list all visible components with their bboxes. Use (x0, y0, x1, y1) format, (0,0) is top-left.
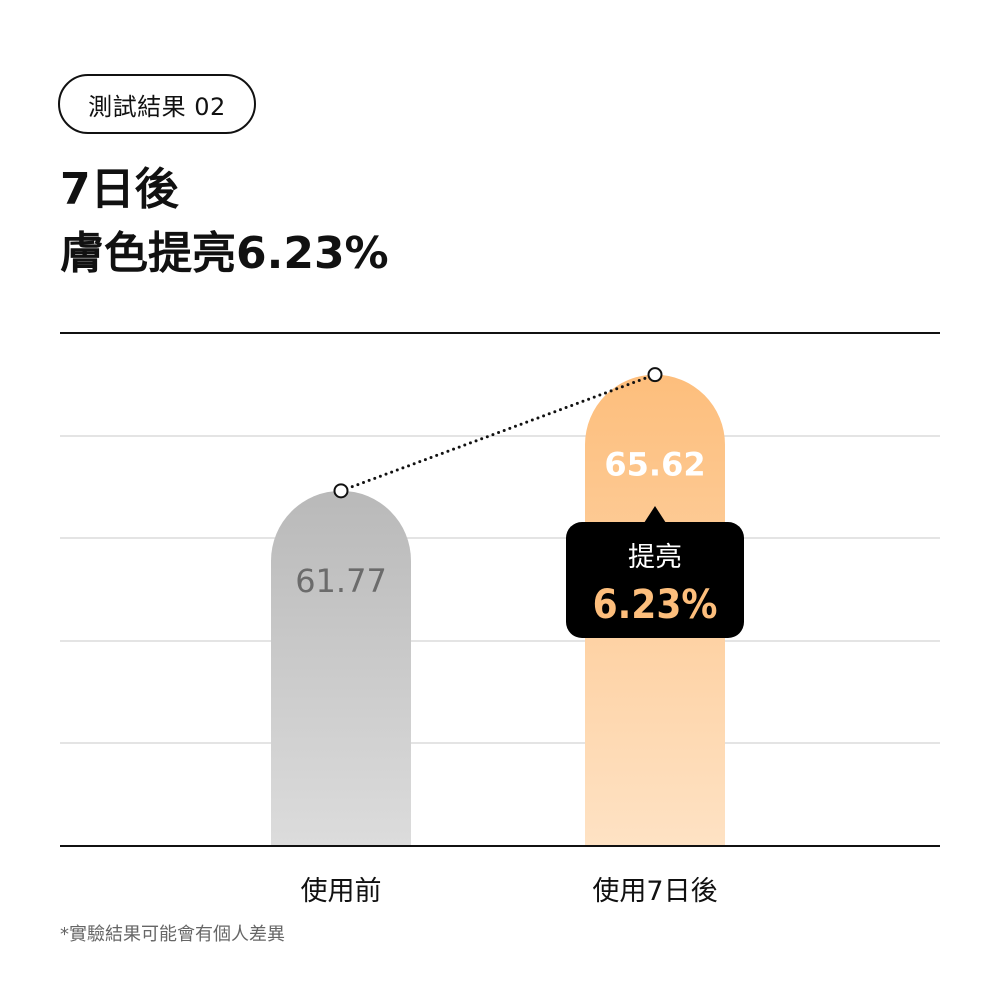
callout-label: 提亮 (628, 542, 682, 573)
callout-pointer (644, 506, 666, 523)
trend-line (339, 373, 657, 493)
headline-line-2: 膚色提亮6.23% (60, 228, 389, 279)
bar-1 (271, 490, 411, 846)
headline: 7日後 膚色提亮6.23% (60, 158, 389, 286)
callout-box (566, 522, 744, 638)
value-label-1: 61.77 (295, 562, 387, 600)
footnote: *實驗結果可能會有個人差異 (60, 924, 285, 945)
callout-value: 6.23% (593, 582, 718, 628)
improvement-callout: 提亮 6.23% (566, 506, 744, 638)
category-label-2: 使用7日後 (592, 876, 717, 907)
headline-line-1: 7日後 (60, 164, 179, 215)
value-label-2: 65.62 (604, 446, 705, 484)
trend-point-2 (647, 367, 663, 383)
category-label-1: 使用前 (301, 876, 382, 907)
test-result-badge: 測試結果 02 (58, 74, 256, 134)
trend-point-1 (333, 483, 349, 499)
